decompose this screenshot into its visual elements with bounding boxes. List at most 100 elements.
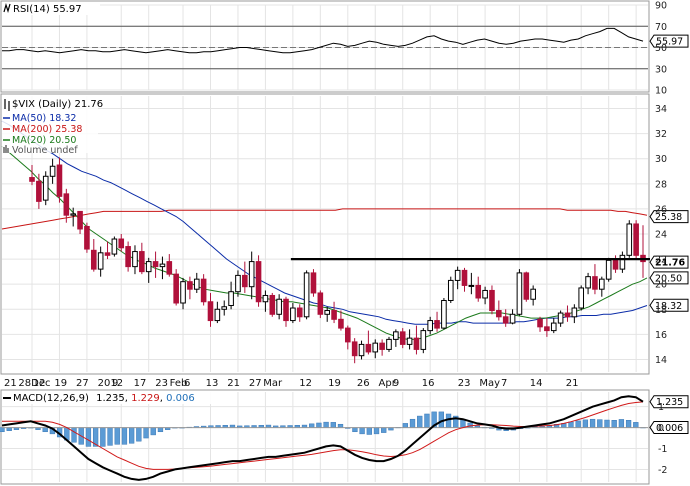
candle-up bbox=[427, 320, 433, 332]
macd-histogram-bar bbox=[568, 421, 574, 428]
macd-histogram-bar bbox=[150, 427, 156, 436]
ma50-last-box bbox=[649, 298, 689, 312]
macd-histogram-bar bbox=[323, 421, 329, 428]
candle-up bbox=[49, 165, 56, 177]
candle-up bbox=[386, 338, 392, 350]
macd-histogram-bar bbox=[625, 420, 632, 428]
candle-up bbox=[290, 307, 296, 322]
macd-histogram-bar bbox=[575, 420, 581, 428]
candle-up bbox=[468, 284, 475, 287]
candle-up bbox=[619, 254, 626, 270]
candle-up bbox=[228, 291, 234, 307]
rsi-legend-icon bbox=[3, 2, 11, 14]
x-tick-label: 23 bbox=[155, 378, 168, 389]
candle-up bbox=[447, 279, 454, 301]
ma20-line bbox=[1, 145, 648, 340]
candle-up bbox=[372, 342, 379, 353]
macd-histogram-bar bbox=[136, 427, 142, 442]
macd-histogram-bar bbox=[128, 427, 135, 444]
macd-legend-sep1: , bbox=[125, 393, 131, 404]
x-tick-label: May bbox=[479, 378, 500, 389]
macd-histogram-bar bbox=[0, 427, 5, 433]
macd-histogram-bar bbox=[366, 427, 372, 435]
x-tick-label: Mar bbox=[263, 378, 283, 389]
macd-histogram-bar bbox=[618, 419, 625, 428]
macd-histogram-bar bbox=[337, 423, 344, 428]
candle-down bbox=[564, 312, 571, 318]
ma50-last-label: 18.32 bbox=[655, 301, 682, 312]
x-tick-label: 17 bbox=[134, 378, 147, 389]
candle-down bbox=[125, 246, 131, 268]
x-tick-label: 16 bbox=[422, 378, 435, 389]
macd-y-tick-label: 0 bbox=[658, 423, 664, 434]
price-y-tick-label: 22 bbox=[655, 255, 667, 266]
x-tick-label: 27 bbox=[249, 378, 262, 389]
price-y-tick-label: 26 bbox=[655, 204, 667, 215]
candle-legend-icon bbox=[4, 99, 10, 111]
x-tick-label: 14 bbox=[530, 378, 543, 389]
x-tick-label: 19 bbox=[328, 378, 341, 389]
ma20-last-label: 20.50 bbox=[655, 273, 682, 284]
rsi-y-tick-label: 70 bbox=[655, 22, 667, 33]
candle-up bbox=[358, 343, 365, 357]
price-y-tick-label: 16 bbox=[655, 330, 667, 341]
ma200-line bbox=[1, 208, 648, 230]
macd-histogram-bar bbox=[445, 413, 452, 428]
candle-down bbox=[331, 310, 337, 320]
close-last-box bbox=[649, 255, 689, 269]
candle-up bbox=[571, 307, 578, 318]
macd-y-tick-label: -2 bbox=[658, 465, 667, 476]
x-tick-label: 21 bbox=[227, 378, 240, 389]
macd-histogram-bar bbox=[85, 427, 92, 447]
x-tick-label: 2012 bbox=[98, 378, 123, 389]
candle-down bbox=[84, 225, 90, 250]
candle-up bbox=[406, 337, 413, 345]
candle-up bbox=[530, 288, 536, 300]
candle-down bbox=[379, 342, 385, 350]
macd-histogram-bar bbox=[373, 427, 380, 435]
candle-up bbox=[276, 298, 282, 315]
rsi-series-line bbox=[2, 27, 644, 54]
x-tick-label: Feb bbox=[170, 378, 188, 389]
x-tick-label: 7 bbox=[501, 378, 507, 389]
candle-up bbox=[180, 281, 186, 304]
candle-up bbox=[550, 322, 557, 332]
candle-down bbox=[255, 261, 262, 303]
macd-histogram-bar bbox=[611, 420, 617, 428]
candle-down bbox=[502, 316, 509, 324]
macd-histogram-bar bbox=[330, 422, 336, 428]
macd-histogram-bar bbox=[42, 427, 48, 433]
macd-histogram-bar bbox=[352, 427, 358, 433]
candle-up bbox=[248, 261, 255, 288]
candle-down bbox=[269, 294, 276, 315]
candle-down bbox=[310, 272, 317, 294]
x-tick-label: 28Dec bbox=[18, 378, 50, 389]
rsi-panel bbox=[0, 0, 650, 93]
candle-down bbox=[413, 337, 420, 350]
macd-histogram-bar bbox=[316, 422, 322, 428]
macd-histogram-bar bbox=[582, 419, 589, 428]
candle-up bbox=[193, 278, 200, 290]
candle-down bbox=[317, 292, 324, 315]
candle-up bbox=[303, 272, 310, 318]
x-tick-label: 23 bbox=[458, 378, 471, 389]
rsi-y-tick-label: 30 bbox=[655, 64, 667, 75]
candle-down bbox=[338, 318, 344, 329]
macd-histogram-bar bbox=[381, 427, 387, 433]
macd-legend-macd: 1.235 bbox=[96, 393, 125, 404]
x-tick-label: 21 bbox=[4, 378, 17, 389]
candle-up bbox=[441, 299, 447, 329]
price-y-tick-label: 18 bbox=[655, 305, 667, 316]
candle-up bbox=[626, 223, 633, 256]
candle-down bbox=[351, 341, 358, 357]
macd-legend: MACD(12,26,9) 1.235, 1.229, 0.006 bbox=[2, 391, 220, 404]
candle-down bbox=[207, 301, 214, 322]
macd-histogram-bar bbox=[100, 427, 106, 447]
rsi-y-tick-label: 10 bbox=[655, 86, 667, 97]
x-tick-label: 9 bbox=[112, 378, 118, 389]
macd-histogram-bar bbox=[359, 427, 365, 435]
candle-up bbox=[132, 251, 138, 268]
candle-down bbox=[434, 320, 440, 329]
